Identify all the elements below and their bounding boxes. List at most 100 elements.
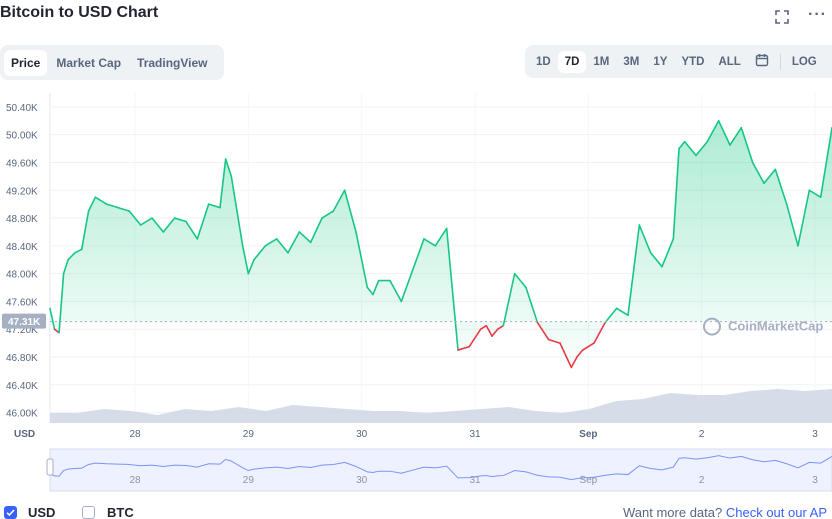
range-3m[interactable]: 3M <box>623 55 640 68</box>
navigator-tick-label: 29 <box>243 475 255 486</box>
y-tick-label: 47.60K <box>6 297 38 308</box>
price-line-segment <box>797 189 811 247</box>
tab-price[interactable]: Price <box>4 49 48 76</box>
price-line-segment <box>649 251 663 268</box>
price-line-segment <box>536 321 550 341</box>
price-line-segment <box>247 258 255 275</box>
price-line-segment <box>207 203 221 209</box>
price-line-segment <box>298 231 312 244</box>
price-area-fill <box>50 120 832 368</box>
price-line-segment <box>485 324 493 337</box>
price-line-segment <box>332 189 346 212</box>
price-line-segment <box>117 206 131 212</box>
y-tick-label: 49.60K <box>6 158 38 169</box>
api-promo: Want more data? Check out our AP <box>623 505 827 519</box>
range-all[interactable]: ALL <box>718 55 741 68</box>
watermark-icon <box>703 317 721 336</box>
btc-label: BTC <box>107 505 134 519</box>
y-tick-label: 50.40K <box>6 103 38 114</box>
price-line-segment <box>67 251 76 261</box>
price-line-segment <box>411 238 425 271</box>
price-line-segment <box>627 224 641 317</box>
price-line-segment <box>219 158 227 209</box>
tab-tradingview[interactable]: TradingView <box>137 55 208 70</box>
price-chart[interactable]: 50.40K 50.00K 49.60K 49.20K 48.80K 48.40K 48.0… <box>0 85 832 495</box>
chart-view-tabs: Price Market Cap TradingView <box>0 45 224 80</box>
price-line-segment <box>128 210 142 226</box>
currency-legend: USD BTC Want more data? Check out our AP <box>0 503 832 519</box>
usd-label: USD <box>28 505 56 519</box>
price-line-segment <box>372 279 380 296</box>
tab-market-cap[interactable]: Market Cap <box>56 55 122 70</box>
usd-checkbox[interactable] <box>4 506 17 519</box>
y-tick-label: 46.80K <box>6 353 38 364</box>
price-line-segment <box>457 345 471 351</box>
price-line-segment <box>672 147 680 240</box>
more-options-icon[interactable]: ··· <box>808 6 827 23</box>
range-1d[interactable]: 1D <box>536 55 551 68</box>
price-line-segment <box>230 175 238 212</box>
price-line-segment <box>309 217 323 244</box>
x-tick-label: 28 <box>129 429 141 440</box>
price-line-segment <box>819 126 832 199</box>
price-line-segment <box>94 196 108 205</box>
price-line-segment <box>196 203 210 240</box>
price-line-segment <box>434 227 448 247</box>
price-line-segment <box>366 286 374 296</box>
price-line-segment <box>139 217 153 226</box>
range-1y[interactable]: 1Y <box>653 55 668 68</box>
navigator-tick-label: 2 <box>699 475 705 486</box>
price-line-segment <box>355 231 363 261</box>
range-ytd[interactable]: YTD <box>681 55 705 68</box>
price-line-segment <box>173 217 187 223</box>
y-tick-label: 48.00K <box>6 270 38 281</box>
x-tick-label: 30 <box>356 429 368 440</box>
price-line-segment <box>785 203 799 247</box>
watermark-text: CoinMarketCap <box>728 319 823 334</box>
price-line-segment <box>763 168 777 185</box>
price-line-segment <box>287 231 301 254</box>
calendar-icon[interactable] <box>748 48 776 75</box>
price-line-segment <box>570 356 578 369</box>
price-line-segment <box>729 126 743 146</box>
range-1m[interactable]: 1M <box>593 55 610 68</box>
reference-price-label: 47.31K <box>8 317 41 328</box>
price-line-segment <box>751 161 765 185</box>
fullscreen-icon[interactable] <box>773 8 791 26</box>
price-line-segment <box>185 220 199 240</box>
x-tick-label: 31 <box>469 429 481 440</box>
y-tick-label: 47.20K <box>6 325 38 336</box>
btc-checkbox[interactable] <box>82 506 95 519</box>
navigator-tick-label: 30 <box>356 475 368 486</box>
price-line-segment <box>360 258 369 289</box>
price-line-segment <box>576 349 584 358</box>
x-tick-label: 2 <box>699 429 705 440</box>
price-line-segment <box>513 272 527 289</box>
price-line-segment <box>264 238 278 247</box>
price-line-segment <box>343 189 357 233</box>
time-range-tabs: 1D 7D 1M 3M 1Y YTD ALL LOG <box>525 45 832 78</box>
price-line-segment <box>593 321 607 344</box>
price-line-segment <box>58 272 65 334</box>
price-line-segment <box>423 238 437 247</box>
y-tick-label: 50.00K <box>6 131 38 142</box>
price-line-segment <box>253 251 261 261</box>
navigator-panel[interactable] <box>49 448 832 492</box>
price-line-segment <box>241 245 250 275</box>
page-title: Bitcoin to USD Chart <box>0 4 159 21</box>
price-line-segment <box>496 324 505 331</box>
reference-price-badge <box>2 313 46 329</box>
price-line-segment <box>678 140 686 150</box>
price-line-segment <box>491 328 499 337</box>
range-7d[interactable]: 7D <box>557 50 587 73</box>
price-line-segment <box>151 217 165 233</box>
api-link[interactable]: Check out our AP <box>725 505 828 519</box>
price-line-segment <box>389 279 403 303</box>
log-scale-toggle[interactable]: LOG <box>791 55 817 68</box>
price-line-segment <box>615 307 629 317</box>
price-line-segment <box>683 140 697 157</box>
navigator-tick-label: 3 <box>812 475 818 486</box>
navigator-handle-left[interactable] <box>46 458 54 476</box>
price-line-segment <box>661 238 675 268</box>
price-line-segment <box>717 119 731 146</box>
